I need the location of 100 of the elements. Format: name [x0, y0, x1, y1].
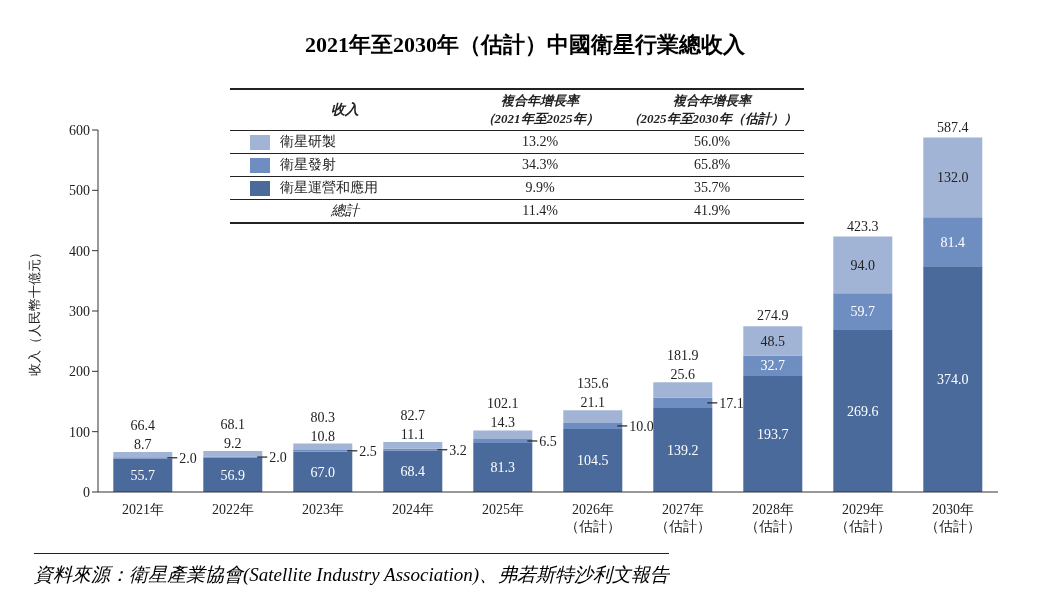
text: 複合年增長率 [673, 93, 751, 108]
bar [473, 442, 533, 492]
data-label: 8.7 [134, 436, 152, 452]
bar [293, 443, 353, 451]
x-tick-label: 2022年 [212, 502, 254, 517]
total-label: 66.4 [130, 417, 156, 433]
total-label: 80.3 [310, 409, 336, 425]
bar [203, 450, 263, 457]
chart-title: 2021年至2030年（估計）中國衛星行業總收入 [304, 31, 746, 59]
y-axis-title: 收入（人民幣十億元） [26, 246, 42, 376]
data-label: 67.0 [310, 464, 336, 480]
data-label: 17.1 [719, 395, 744, 411]
y-tick-label: 300 [69, 303, 90, 319]
data-label: 56.9 [220, 467, 246, 483]
bar [113, 451, 173, 458]
bar [473, 430, 533, 440]
annotation: 35.7% [692, 179, 732, 197]
bar [743, 355, 803, 376]
data-label: 2.0 [179, 450, 197, 466]
data-label: 14.3 [490, 415, 516, 431]
data-label: 104.5 [577, 453, 609, 469]
data-label: 59.7 [850, 304, 876, 320]
bar [923, 217, 983, 267]
x-tick-label: 2021年 [122, 502, 164, 517]
x-tick-label: 2030年（估計） [925, 502, 981, 534]
x-tick-label: 2029年（估計） [835, 502, 891, 534]
data-label: 68.4 [400, 464, 426, 480]
data-label: 2.0 [269, 450, 287, 466]
legend-label: 衛星運營和應用 [280, 180, 378, 195]
total-label: 68.1 [220, 416, 246, 432]
text: （2025年至2030年（估計）） [627, 111, 797, 126]
bar [563, 410, 623, 423]
data-label: 6.5 [539, 433, 557, 449]
y-tick-label: 500 [69, 183, 90, 199]
annotation: 65.8% [692, 156, 732, 174]
bar [383, 450, 443, 492]
annotation: 13.2% [520, 133, 560, 151]
total-label: 82.7 [400, 408, 426, 424]
total-label: 181.9 [667, 348, 699, 364]
bar [833, 329, 893, 492]
data-label: 2.5 [359, 443, 377, 459]
bar [473, 439, 533, 443]
bar [923, 266, 983, 492]
data-label: 9.2 [224, 435, 242, 451]
y-tick-label: 200 [69, 364, 90, 380]
annotation: 34.3% [520, 156, 560, 174]
legend-title: 收入 [330, 101, 360, 119]
y-tick-label: 0 [83, 484, 90, 500]
bar [563, 428, 623, 492]
data-label: 21.1 [580, 395, 606, 411]
bar [923, 137, 983, 218]
data-label: 55.7 [130, 468, 156, 484]
annotation: 總計 [330, 202, 361, 220]
data-label: 374.0 [937, 372, 969, 388]
bar [113, 458, 173, 492]
bar [653, 408, 713, 492]
y-tick-label: 600 [69, 122, 90, 138]
data-label: 10.8 [310, 428, 336, 444]
x-tick-label: 2023年 [302, 502, 344, 517]
data-label: 132.0 [937, 170, 969, 186]
legend-label: 衛星發射 [280, 157, 336, 172]
x-tick-label: 2026年（估計） [565, 502, 621, 534]
total-label: 102.1 [487, 396, 519, 412]
bar [563, 422, 623, 429]
source-note: 資料來源：衛星產業協會(Satellite Industry Association)、弗若斯特沙利文報告 [34, 564, 670, 585]
data-label: 269.6 [847, 403, 879, 419]
x-tick-label: 2027年（估計） [655, 502, 711, 534]
text: 複合年增長率 [501, 93, 579, 108]
annotation: 9.9% [524, 179, 556, 197]
bar [653, 397, 713, 409]
data-label: 3.2 [449, 442, 467, 458]
text: （2021年至2025年） [481, 111, 599, 126]
annotation: 56.0% [692, 133, 732, 151]
data-label: 25.6 [670, 367, 696, 383]
bar [833, 236, 893, 294]
total-label: 135.6 [577, 376, 609, 392]
x-tick-label: 2025年 [482, 502, 524, 517]
data-label: 193.7 [757, 426, 789, 442]
bar [743, 326, 803, 356]
data-label: 139.2 [667, 443, 699, 459]
y-tick-label: 100 [69, 424, 90, 440]
annotation: 41.9% [692, 202, 732, 220]
total-label: 587.4 [937, 119, 969, 135]
x-tick-label: 2024年 [392, 502, 434, 517]
data-label: 81.4 [940, 234, 966, 250]
total-label: 274.9 [757, 308, 789, 324]
data-label: 81.3 [490, 460, 516, 476]
total-label: 423.3 [847, 218, 879, 234]
x-tick-label: 2028年（估計） [745, 502, 801, 534]
annotation: 11.4% [521, 202, 559, 220]
y-tick-label: 400 [69, 243, 90, 259]
bar [383, 442, 443, 449]
data-label: 94.0 [850, 257, 876, 273]
bar [293, 451, 353, 492]
bar [833, 293, 893, 330]
bar [743, 375, 803, 492]
data-label: 48.5 [760, 333, 786, 349]
data-label: 32.7 [760, 358, 786, 374]
bar [653, 382, 713, 398]
legend-label: 衛星研製 [280, 134, 336, 149]
